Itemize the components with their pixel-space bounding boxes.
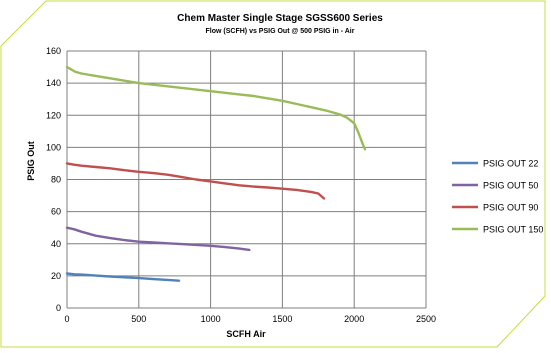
series-line	[65, 226, 251, 252]
y-tick-label: 20	[51, 271, 61, 281]
y-tick-label: 40	[51, 239, 61, 249]
series-line	[65, 272, 181, 282]
chart-frame	[0, 0, 546, 348]
y-tick-label: 120	[46, 110, 61, 120]
y-axis-title: PSIG Out	[26, 141, 36, 181]
x-axis-title: SCFH Air	[226, 329, 266, 339]
y-tick-label: 100	[46, 142, 61, 152]
y-tick-label: 0	[56, 303, 61, 313]
chart-subtitle: Flow (SCFH) vs PSIG Out @ 500 PSIG in - …	[206, 28, 355, 35]
y-tick-label: 140	[46, 78, 61, 88]
series-layer	[65, 65, 367, 282]
y-tick-label: 60	[51, 207, 61, 217]
x-tick-label: 2000	[344, 314, 364, 324]
legend-label: PSIG OUT 90	[483, 203, 538, 213]
x-tick-label: 500	[131, 314, 146, 324]
series-line	[65, 162, 326, 200]
grid-layer	[66, 50, 427, 309]
series-line	[65, 65, 367, 151]
legend-label: PSIG OUT 22	[483, 159, 538, 169]
chart-title: Chem Master Single Stage SGSS600 Series	[177, 13, 383, 24]
x-tick-label: 1500	[272, 314, 292, 324]
tick-layer: 0 20 40 60 80 100 120 140 160 0 500 1000 1500 2000 250…	[46, 46, 436, 324]
x-tick-label: 1000	[201, 314, 221, 324]
x-tick-label: 0	[64, 314, 69, 324]
legend-label: PSIG OUT 150	[483, 225, 543, 235]
y-tick-label: 160	[46, 46, 61, 56]
x-tick-label: 2500	[416, 314, 436, 324]
y-tick-label: 80	[51, 175, 61, 185]
legend-label: PSIG OUT 50	[483, 181, 538, 191]
legend: PSIG OUT 22 PSIG OUT 50 PSIG OUT 90 PSIG OU…	[452, 159, 543, 235]
